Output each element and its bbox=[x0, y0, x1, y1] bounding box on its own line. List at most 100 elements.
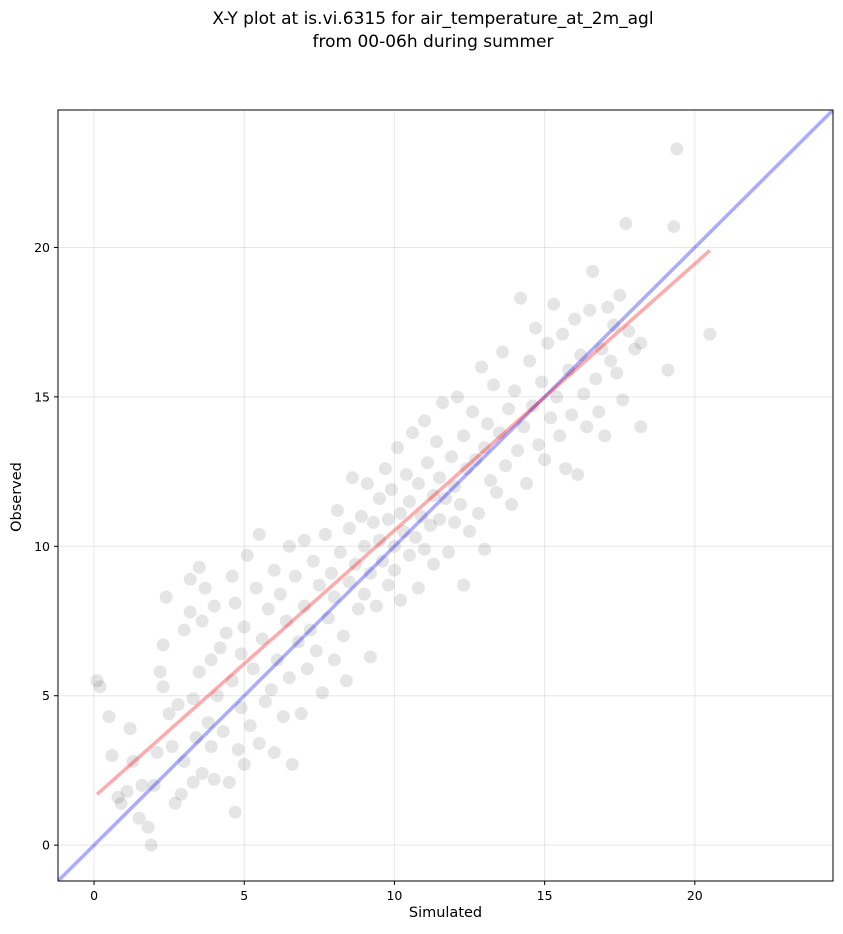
scatter-point bbox=[363, 566, 377, 580]
scatter-point bbox=[126, 754, 140, 768]
scatter-point bbox=[592, 405, 606, 419]
scatter-point bbox=[261, 602, 275, 616]
scatter-point bbox=[487, 378, 501, 392]
scatter-point bbox=[252, 737, 266, 751]
scatter-point bbox=[150, 746, 164, 759]
scatter-point bbox=[234, 647, 248, 661]
scatter-point bbox=[159, 590, 173, 604]
x-tick-label: 20 bbox=[687, 888, 703, 903]
scatter-point bbox=[445, 450, 459, 464]
scatter-point bbox=[333, 545, 347, 559]
scatter-point bbox=[607, 318, 621, 332]
scatter-point bbox=[192, 560, 206, 574]
scatter-point bbox=[186, 692, 200, 706]
scatter-point bbox=[613, 288, 627, 302]
scatter-point bbox=[243, 719, 257, 733]
y-axis-label: Observed bbox=[9, 462, 25, 532]
scatter-point bbox=[120, 784, 134, 798]
scatter-point bbox=[574, 348, 588, 362]
scatter-point bbox=[499, 459, 513, 473]
scatter-point bbox=[417, 414, 431, 428]
scatter-point bbox=[168, 796, 182, 810]
scatter-points bbox=[90, 142, 717, 852]
x-tick-label: 10 bbox=[386, 888, 402, 903]
scatter-point bbox=[508, 384, 522, 398]
scatter-point bbox=[279, 614, 293, 628]
scatter-point bbox=[387, 539, 401, 553]
scatter-point bbox=[661, 363, 675, 377]
scatter-point bbox=[595, 342, 609, 356]
identity-line bbox=[58, 110, 833, 881]
scatter-point bbox=[628, 342, 642, 356]
scatter-point bbox=[414, 509, 428, 523]
scatter-point bbox=[237, 757, 251, 771]
scatter-point bbox=[429, 435, 443, 449]
scatter-point bbox=[505, 497, 519, 511]
scatter-point bbox=[402, 494, 416, 508]
scatter-point bbox=[559, 462, 573, 476]
scatter-point bbox=[475, 360, 489, 374]
scatter-point bbox=[526, 399, 540, 413]
scatter-point bbox=[622, 324, 636, 338]
scatter-point bbox=[207, 772, 221, 786]
scatter-point bbox=[360, 477, 374, 491]
scatter-point bbox=[198, 581, 212, 595]
scatter-point bbox=[393, 593, 407, 607]
scatter-point bbox=[550, 390, 564, 404]
scatter-point bbox=[207, 599, 221, 613]
scatter-point bbox=[225, 674, 239, 688]
scatter-point bbox=[171, 698, 185, 712]
scatter-point bbox=[231, 743, 245, 757]
scatter-point bbox=[216, 725, 230, 739]
scatter-point bbox=[189, 731, 203, 745]
scatter-point bbox=[195, 614, 209, 628]
scatter-point bbox=[102, 710, 116, 724]
regression-lines bbox=[58, 110, 833, 881]
scatter-point bbox=[541, 336, 555, 350]
scatter-point bbox=[141, 820, 155, 834]
scatter-point bbox=[432, 512, 446, 526]
scatter-point bbox=[589, 372, 603, 386]
scatter-point bbox=[439, 491, 452, 505]
scatter-point bbox=[511, 444, 525, 458]
scatter-point bbox=[580, 420, 594, 434]
scatter-point bbox=[132, 811, 146, 825]
x-tick-label: 5 bbox=[240, 888, 248, 903]
scatter-point bbox=[478, 542, 492, 556]
scatter-point bbox=[448, 480, 462, 494]
scatter-point bbox=[321, 611, 335, 625]
scatter-point bbox=[114, 796, 128, 810]
scatter-point bbox=[601, 300, 615, 314]
scatter-point bbox=[634, 336, 648, 350]
scatter-point bbox=[514, 291, 528, 305]
scatter-point bbox=[285, 757, 299, 771]
scatter-point bbox=[306, 554, 320, 568]
scatter-point bbox=[282, 539, 296, 553]
scatter-point bbox=[192, 665, 206, 679]
scatter-point bbox=[390, 441, 404, 455]
scatter-point bbox=[273, 587, 287, 601]
scatter-point bbox=[435, 396, 449, 410]
scatter-point bbox=[291, 635, 305, 649]
scatter-point bbox=[417, 542, 431, 556]
scatter-point bbox=[156, 680, 170, 694]
scatter-point bbox=[228, 805, 242, 819]
scatter-point bbox=[303, 623, 317, 637]
scatter-point bbox=[255, 632, 269, 646]
scatter-point bbox=[532, 438, 546, 452]
y-tick-label: 10 bbox=[34, 539, 50, 554]
scatter-point bbox=[523, 354, 537, 368]
scatter-point bbox=[177, 623, 191, 637]
scatter-point bbox=[183, 605, 197, 619]
scatter-point bbox=[469, 453, 483, 467]
scatter-point bbox=[339, 674, 353, 688]
scatter-point bbox=[297, 533, 311, 547]
scatter-point bbox=[426, 557, 440, 571]
scatter-point bbox=[466, 405, 480, 419]
scatter-point bbox=[372, 491, 386, 505]
scatter-point bbox=[535, 375, 549, 389]
scatter-point bbox=[204, 740, 218, 754]
scatter-point bbox=[375, 554, 389, 568]
scatter-point bbox=[318, 527, 332, 541]
